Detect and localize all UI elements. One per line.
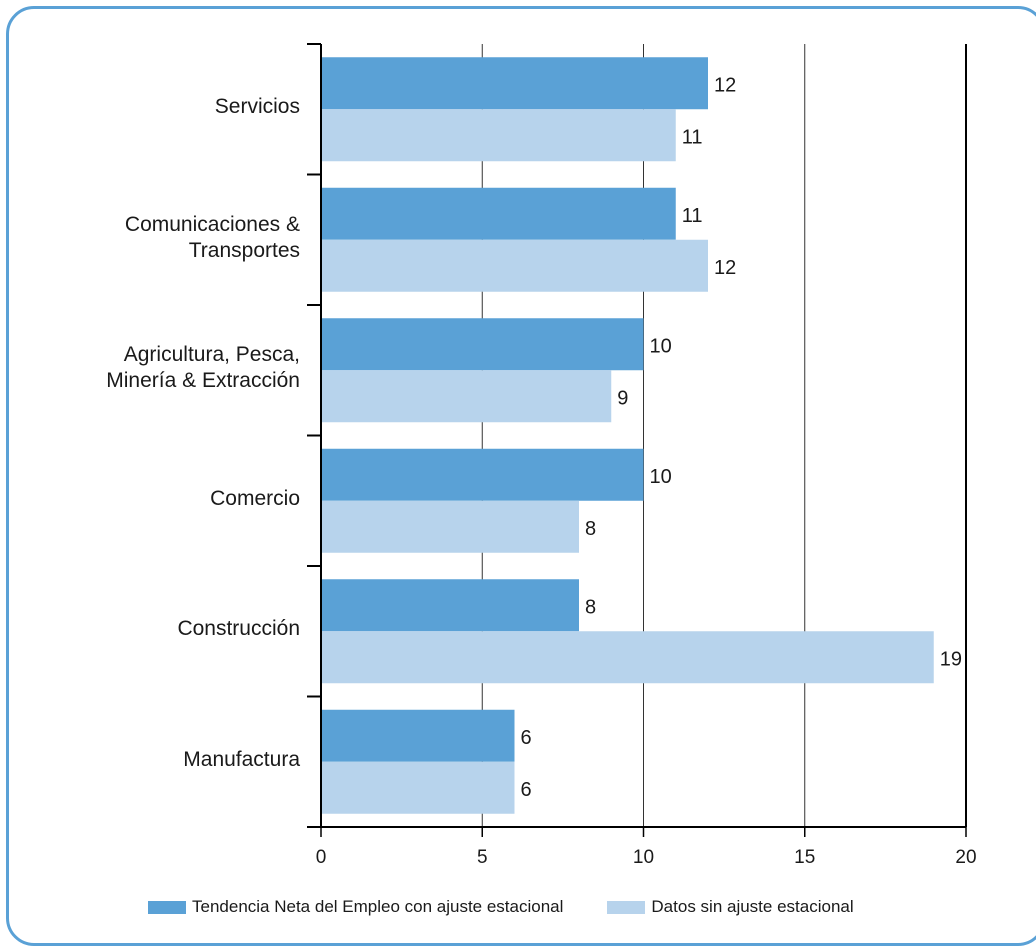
bar (321, 370, 612, 423)
legend-swatch-adjusted (148, 900, 186, 914)
legend-swatch-unadjusted (607, 900, 646, 914)
legend: Tendencia Neta del Empleo con ajuste est… (148, 897, 898, 917)
category-label: Manufactura (183, 747, 300, 771)
legend-label-unadjusted: Datos sin ajuste estacional (651, 897, 854, 916)
category-label: Comunicaciones & Transportes (124, 212, 300, 262)
bar (321, 709, 515, 762)
x-tick-label: 0 (316, 847, 327, 868)
bar (321, 57, 708, 110)
x-tick-label: 15 (794, 847, 815, 868)
bar-value-label: 8 (585, 518, 596, 540)
bar-value-label: 12 (714, 257, 736, 279)
bar (321, 631, 934, 684)
bar (321, 448, 644, 501)
bar-value-label: 8 (585, 596, 596, 618)
category-label: Servicios (214, 95, 300, 119)
legend-label-adjusted: Tendencia Neta del Empleo con ajuste est… (192, 897, 564, 916)
bar (321, 579, 579, 632)
x-tick-label: 20 (955, 847, 976, 868)
bar (321, 318, 644, 371)
category-label: Agricultura, Pesca, Minería & Extracción (106, 343, 300, 393)
bar (321, 109, 676, 162)
bar (321, 500, 579, 553)
bar (321, 239, 708, 292)
bar-value-label: 19 (940, 648, 962, 670)
x-tick-label: 10 (633, 847, 654, 868)
bar-value-label: 10 (650, 466, 672, 488)
category-label: Comercio (210, 486, 300, 510)
bar (321, 187, 676, 240)
category-label: Construcción (177, 617, 300, 641)
bar-value-label: 12 (714, 74, 736, 96)
bar-value-label: 6 (521, 727, 532, 749)
legend-item-adjusted: Tendencia Neta del Empleo con ajuste est… (148, 897, 563, 917)
legend-item-unadjusted: Datos sin ajuste estacional (607, 897, 854, 917)
bar-value-label: 6 (521, 779, 532, 801)
bar-value-label: 11 (682, 205, 703, 227)
bar-value-label: 10 (650, 335, 672, 357)
bar (321, 761, 515, 814)
x-tick-label: 5 (477, 847, 488, 868)
bar-value-label: 11 (682, 126, 703, 148)
bar-value-label: 9 (617, 387, 628, 409)
